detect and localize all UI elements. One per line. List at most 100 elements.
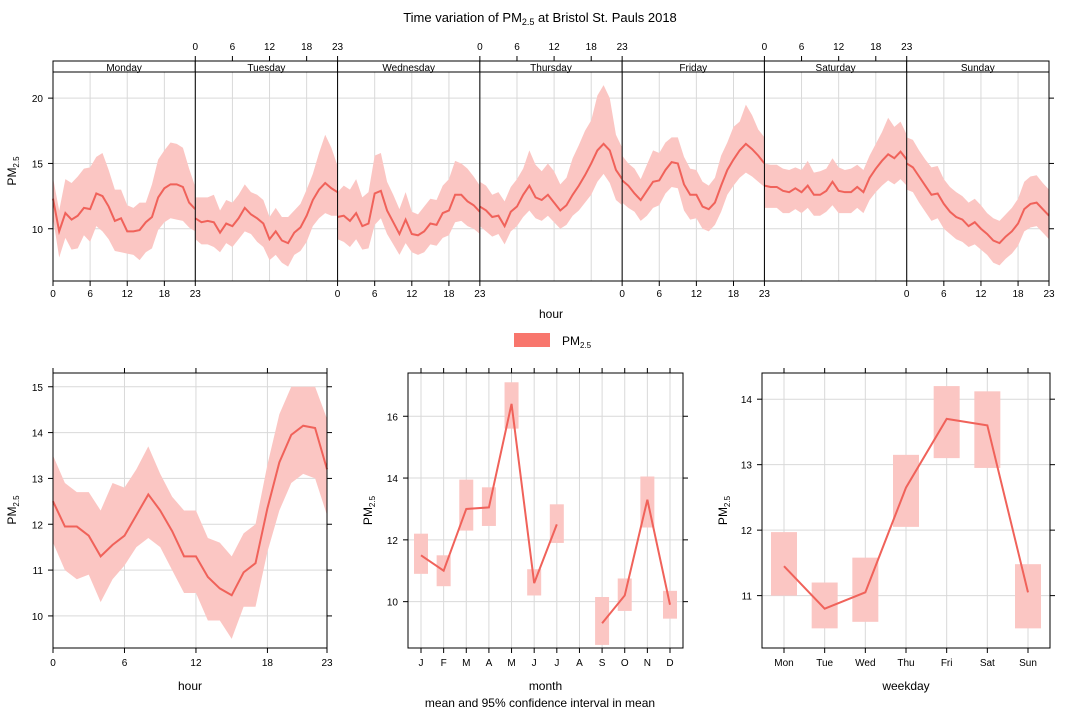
- legend-label: PM2.5: [562, 334, 592, 350]
- confidence-band-friday: [622, 104, 765, 232]
- x-tick-label: 0: [619, 289, 625, 300]
- y-tick-label: 11: [742, 592, 753, 603]
- weekday-chart: 11 12 13 14 Mon Tue Wed Thu Fri Sat Sun weekday PM2.…: [716, 368, 1055, 693]
- mean-line: [52, 424, 328, 597]
- x-axis-label: hour: [539, 307, 563, 321]
- confidence-band: [53, 386, 327, 639]
- x-tick-label: 18: [262, 658, 274, 669]
- footnote: mean and 95% confidence interval in mean: [425, 696, 655, 710]
- x-tick-label: S: [599, 658, 606, 669]
- x-tick-label: 12: [975, 289, 987, 300]
- plot-frame: [407, 372, 684, 649]
- mean-line: [420, 403, 671, 624]
- x-tick-label: 12: [264, 42, 276, 53]
- weekly-hourly-chart: Monday 0 6 12 18 23 Tuesday 0 6 12 18 23 Wednesday 0 6…: [5, 42, 1055, 321]
- x-tick-label: 23: [321, 658, 333, 669]
- panel-label-monday: Monday: [106, 63, 142, 74]
- panel-label-tuesday: Tuesday: [247, 63, 285, 74]
- y-axis-label: PM2.5: [5, 156, 21, 186]
- x-tick-label: N: [644, 658, 651, 669]
- x-tick-label: 6: [799, 42, 805, 53]
- x-tick-label: J: [554, 658, 559, 669]
- x-axis-label: month: [529, 679, 562, 693]
- x-tick-label: 23: [901, 42, 913, 53]
- legend: PM2.5: [514, 333, 592, 350]
- x-tick-label: Sun: [1019, 658, 1037, 669]
- x-tick-label: J: [532, 658, 537, 669]
- mean-line-sunday: [906, 162, 1050, 245]
- x-tick-label: O: [621, 658, 629, 669]
- x-tick-label: 0: [762, 42, 768, 53]
- x-tick-label: Tue: [816, 658, 833, 669]
- x-tick-label: A: [486, 658, 493, 669]
- x-tick-label: 18: [870, 42, 882, 53]
- x-tick-label: 6: [122, 658, 128, 669]
- x-tick-label: 18: [1013, 289, 1025, 300]
- x-tick-label: 6: [941, 289, 947, 300]
- y-axis-label: PM2.5: [361, 495, 377, 525]
- confidence-interval-thu: [893, 454, 919, 527]
- x-tick-label: Fri: [941, 658, 953, 669]
- y-tick-label: 10: [387, 598, 399, 609]
- x-tick-label: 6: [230, 42, 236, 53]
- y-tick-label: 12: [387, 536, 399, 547]
- x-tick-label: 6: [372, 289, 378, 300]
- confidence-band-monday: [53, 142, 196, 261]
- x-tick-label: 18: [728, 289, 740, 300]
- x-tick-label: A: [576, 658, 583, 669]
- confidence-band-thursday: [479, 85, 623, 245]
- x-tick-label: Wed: [855, 658, 875, 669]
- x-tick-label: Mon: [774, 658, 793, 669]
- x-tick-label: 0: [904, 289, 910, 300]
- x-tick-label: 6: [656, 289, 662, 300]
- y-tick-label: 16: [387, 412, 399, 423]
- x-tick-label: F: [441, 658, 447, 669]
- y-tick-label: 13: [741, 461, 753, 472]
- confidence-band-sunday: [906, 137, 1049, 266]
- x-tick-label: 12: [190, 658, 202, 669]
- y-tick-label: 12: [741, 526, 753, 537]
- x-tick-label: 18: [586, 42, 598, 53]
- confidence-band-tuesday: [195, 134, 338, 267]
- x-tick-label: 12: [549, 42, 561, 53]
- x-tick-label: 6: [87, 289, 93, 300]
- x-tick-label: 0: [50, 289, 56, 300]
- x-tick-label: Thu: [897, 658, 914, 669]
- panel-label-friday: Friday: [679, 63, 707, 74]
- y-tick-label: 14: [741, 395, 753, 406]
- x-tick-label: D: [666, 658, 673, 669]
- x-tick-label: 0: [477, 42, 483, 53]
- x-tick-label: 23: [1043, 289, 1055, 300]
- panel-label-wednesday: Wednesday: [382, 63, 435, 74]
- x-tick-label: 6: [514, 42, 520, 53]
- x-tick-label: 18: [301, 42, 313, 53]
- confidence-interval-fri: [933, 386, 960, 459]
- y-tick-label: 10: [32, 225, 44, 236]
- x-tick-label: 12: [691, 289, 703, 300]
- x-tick-label: M: [462, 658, 470, 669]
- confidence-band-saturday: [764, 117, 907, 216]
- x-tick-label: J: [419, 658, 424, 669]
- y-tick-label: 15: [32, 159, 44, 170]
- confidence-band-wednesday: [337, 152, 480, 255]
- x-tick-label: 0: [335, 289, 341, 300]
- mean-line: [783, 417, 1029, 610]
- y-tick-label: 20: [32, 94, 44, 105]
- y-tick-label: 12: [32, 520, 44, 531]
- figure-title: Time variation of PM2.5 at Bristol St. P…: [403, 10, 677, 27]
- plot-frame: [52, 372, 328, 649]
- mean-line-monday: [52, 183, 197, 236]
- y-tick-label: 13: [32, 474, 44, 485]
- x-tick-label: Sat: [980, 658, 995, 669]
- confidence-interval-s: [595, 597, 610, 645]
- x-tick-label: 12: [122, 289, 134, 300]
- panel-label-saturday: Saturday: [816, 63, 856, 74]
- x-tick-label: M: [507, 658, 515, 669]
- y-tick-label: 10: [32, 612, 44, 623]
- x-tick-label: 0: [50, 658, 56, 669]
- confidence-interval-j: [414, 533, 428, 574]
- y-tick-label: 11: [33, 566, 44, 577]
- mean-line-saturday: [764, 150, 908, 196]
- confidence-interval-sat: [974, 391, 1001, 468]
